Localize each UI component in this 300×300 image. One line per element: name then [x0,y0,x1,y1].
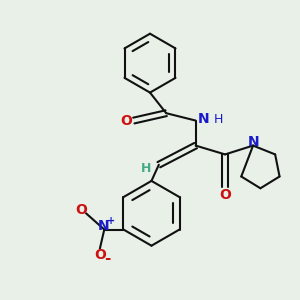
Text: O: O [219,188,231,202]
Text: N: N [248,135,260,149]
Text: O: O [120,114,132,128]
Text: N: N [198,112,209,126]
Text: -: - [104,250,110,266]
Text: H: H [214,112,224,126]
Text: H: H [141,162,152,175]
Text: O: O [94,248,106,262]
Text: O: O [76,203,88,217]
Text: N: N [98,219,109,233]
Text: +: + [107,216,115,226]
